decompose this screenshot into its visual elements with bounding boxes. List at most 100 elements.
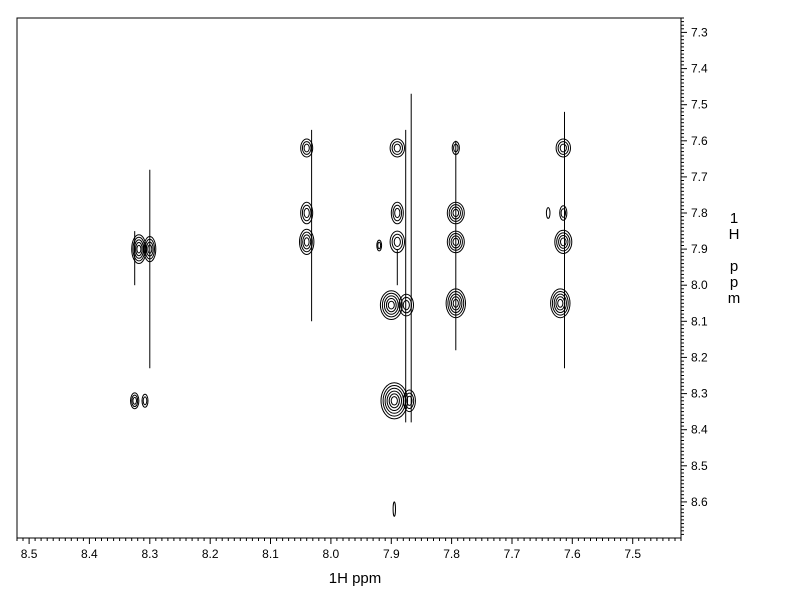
contour-level	[559, 143, 567, 153]
contour-level	[377, 241, 382, 250]
contour-level	[387, 300, 395, 310]
y-tick-label: 8.0	[691, 278, 708, 292]
y-axis-title-char: m	[728, 290, 741, 307]
contour-ridges	[134, 93, 565, 423]
contour-level	[303, 207, 310, 219]
y-tick-label: 7.8	[691, 206, 708, 220]
y-tick-label: 8.4	[691, 423, 708, 437]
contour-level	[300, 201, 314, 225]
y-tick-label: 8.3	[691, 387, 708, 401]
x-axis-title: 1H ppm	[329, 570, 382, 587]
y-tick-label: 7.4	[691, 62, 708, 76]
y-tick-label: 8.5	[691, 459, 708, 473]
contour-level	[380, 382, 409, 420]
contour-level	[554, 229, 573, 254]
x-tick-label: 7.5	[624, 547, 641, 561]
contour-level	[389, 138, 405, 158]
contour-peak	[130, 392, 140, 410]
contour-level	[392, 501, 396, 517]
y-tick-label: 7.3	[691, 25, 708, 39]
y-axis-title-char: 1	[730, 210, 738, 227]
contour-level	[302, 234, 312, 250]
contour-level	[142, 396, 148, 406]
y-tick-label: 7.7	[691, 170, 708, 184]
contour-level	[301, 141, 312, 155]
contour-level	[130, 392, 140, 410]
contour-level	[390, 396, 398, 406]
contour-level	[376, 239, 383, 252]
contour-peak	[300, 201, 314, 225]
contour-level	[404, 392, 415, 409]
x-tick-label: 8.3	[141, 547, 158, 561]
contour-level	[300, 138, 314, 158]
contour-level	[131, 394, 139, 407]
y-axis-title-char: H	[729, 226, 740, 243]
contour-peak	[389, 138, 405, 158]
contour-level	[402, 389, 416, 413]
contour-level	[556, 232, 571, 252]
contour-level	[135, 242, 143, 257]
contour-peak	[141, 393, 149, 408]
contour-level	[381, 292, 401, 318]
contour-level	[390, 201, 404, 225]
contour-level	[560, 237, 567, 247]
contour-peak	[545, 207, 551, 219]
contour-level	[393, 236, 401, 247]
contour-level	[303, 237, 310, 247]
contour-level	[560, 208, 566, 218]
contour-level	[300, 231, 313, 253]
contour-level	[557, 298, 564, 308]
contour-level	[392, 204, 403, 222]
x-tick-label: 8.0	[323, 547, 340, 561]
contour-peak	[402, 389, 416, 413]
contour-peak	[555, 138, 571, 158]
contour-level	[141, 393, 149, 408]
y-tick-label: 7.6	[691, 134, 708, 148]
x-tick-label: 7.9	[383, 547, 400, 561]
contour-level	[393, 143, 401, 153]
y-axis: 7.3 7.4 7.5 7.6 7.7 7.8 7.9 8.0 8.1 8.2 8.3 8.4 8.5 8…	[681, 17, 708, 535]
contour-level	[386, 390, 402, 411]
x-axis: 8.5 8.4 8.3 8.2 8.1 8.0 7.9 7.8 7.7 7.6 7.5	[16, 538, 682, 561]
x-tick-label: 8.2	[202, 547, 219, 561]
contour-level	[545, 207, 551, 219]
contour-level	[391, 141, 403, 155]
y-tick-label: 8.2	[691, 350, 708, 364]
contour-level	[553, 293, 567, 313]
contour-level	[557, 141, 569, 155]
x-tick-label: 7.7	[504, 547, 521, 561]
contour-level	[379, 290, 403, 321]
contour-level	[136, 244, 142, 254]
contour-level	[385, 298, 397, 313]
contour-peak	[376, 239, 383, 252]
contour-level	[383, 295, 399, 315]
contour-level	[551, 291, 569, 316]
x-tick-label: 7.6	[564, 547, 581, 561]
contour-level	[402, 300, 410, 311]
contour-level	[398, 293, 414, 317]
y-tick-label: 8.6	[691, 495, 708, 509]
y-axis-title-char: p	[730, 274, 738, 291]
contour-level	[550, 288, 571, 319]
contour-level	[299, 228, 315, 255]
contour-peak	[379, 290, 403, 321]
contour-peak	[299, 228, 315, 255]
contour-level	[303, 143, 310, 153]
x-tick-label: 8.1	[262, 547, 279, 561]
y-axis-title-char: p	[730, 258, 738, 275]
contour-level	[558, 235, 569, 249]
x-tick-label: 8.5	[21, 547, 38, 561]
contour-level	[559, 205, 568, 221]
plot-frame	[16, 17, 682, 539]
y-tick-label: 8.1	[691, 314, 708, 328]
contour-level	[406, 395, 413, 406]
contour-level	[555, 138, 571, 158]
contour-peak	[390, 201, 404, 225]
contour-level	[132, 396, 137, 405]
contour-level	[301, 204, 312, 222]
y-tick-label: 7.9	[691, 242, 708, 256]
x-tick-label: 8.4	[81, 547, 98, 561]
x-tick-label: 7.8	[443, 547, 460, 561]
